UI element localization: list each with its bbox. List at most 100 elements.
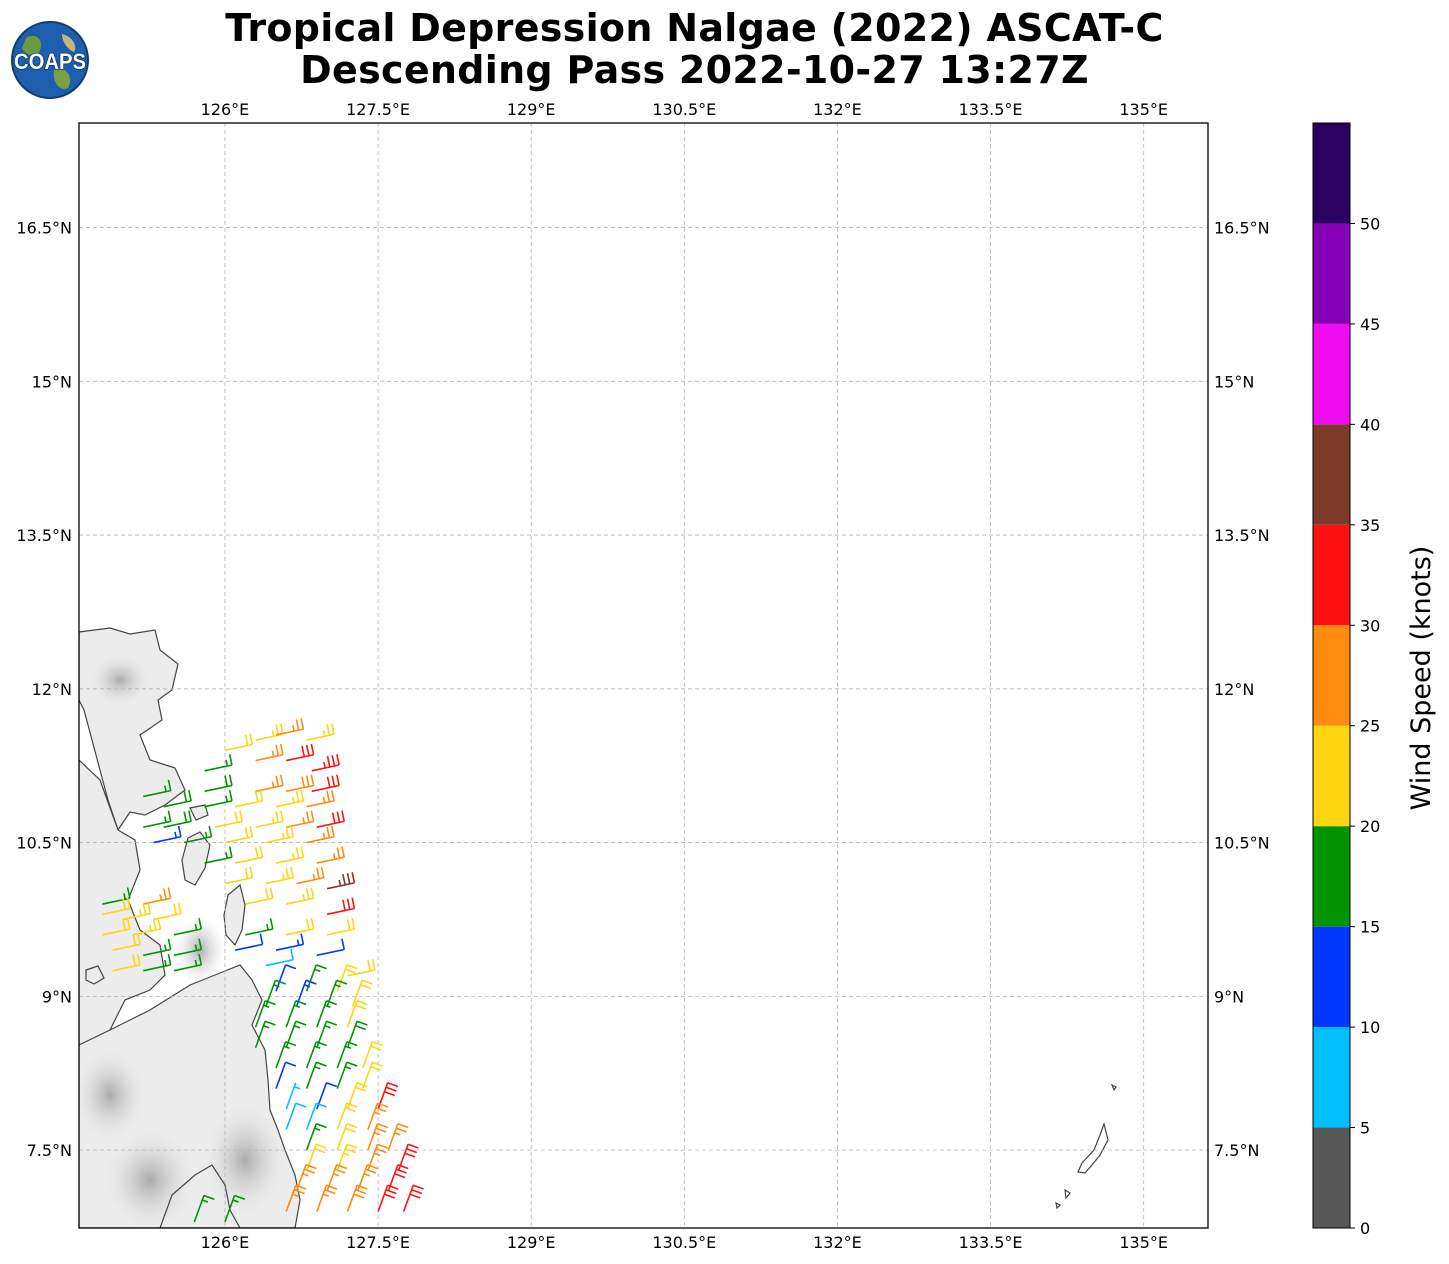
wind-barb — [265, 825, 294, 844]
wind-barb — [326, 918, 356, 936]
colorbar-tick-label: 45 — [1360, 315, 1380, 334]
coaps-logo-text: COAPS — [14, 49, 86, 74]
wind-barb — [346, 1184, 368, 1212]
wind-barb — [275, 718, 305, 736]
colorbar-bin — [1313, 1027, 1350, 1128]
wind-barb — [265, 866, 294, 885]
wind-barb — [255, 723, 284, 741]
title-line-1: Tropical Depression Nalgae (2022) ASCAT-… — [225, 6, 1164, 50]
lat-tick-label-right: 9°N — [1214, 987, 1244, 1006]
wind-barb — [275, 846, 305, 864]
wind-barb — [173, 938, 203, 957]
lat-ticks-left: 16.5°N 15°N 13.5°N 12°N 10.5°N 9°N 7.5°N — [16, 219, 72, 1161]
colorbar-tick-label: 30 — [1360, 616, 1380, 635]
wind-barb — [306, 825, 335, 844]
colorbar-bin — [1313, 424, 1350, 525]
small-island — [189, 804, 209, 821]
lat-tick-label-left: 9°N — [42, 987, 72, 1006]
wind-barb — [254, 1020, 276, 1048]
wind-barb — [214, 810, 243, 828]
colorbar: 0 5 10 15 20 25 30 35 40 45 50 — [1312, 122, 1380, 1238]
wind-barb — [102, 897, 131, 916]
colorbar-tick-label: 15 — [1360, 918, 1380, 937]
colorbar-tick-label: 25 — [1360, 717, 1380, 736]
gridlines — [79, 123, 1208, 1228]
wind-barb — [336, 1102, 358, 1130]
wind-barb — [387, 1123, 409, 1151]
lon-tick-label-top: 126°E — [201, 100, 250, 119]
wind-barb — [316, 1184, 338, 1212]
wind-barbs-layer — [102, 718, 424, 1223]
lon-tick-label-top: 130.5°E — [652, 100, 716, 119]
colorbar-bin — [1313, 524, 1350, 626]
wind-barb — [275, 1061, 297, 1089]
wind-barb — [275, 789, 305, 808]
wind-barb — [367, 1102, 389, 1130]
palau-islands — [1055, 1083, 1117, 1210]
wind-barb — [102, 887, 131, 905]
lat-tick-label-right: 10.5°N — [1214, 834, 1270, 853]
wind-barb — [377, 1184, 399, 1212]
lat-tick-label-left: 12°N — [32, 680, 72, 699]
title-line-2: Descending Pass 2022-10-27 13:27Z — [300, 48, 1089, 92]
wind-barb — [285, 1000, 307, 1028]
wind-barb — [362, 1061, 383, 1089]
lon-ticks-top: 126°E 127.5°E 129°E 130.5°E 132°E 133.5°E 135°… — [201, 100, 1168, 119]
wind-barb — [224, 866, 254, 885]
lon-tick-label-bottom: 133.5°E — [959, 1233, 1023, 1252]
coaps-logo: COAPS — [11, 21, 89, 99]
lat-tick-label-left: 7.5°N — [27, 1141, 72, 1160]
wind-barb — [132, 918, 162, 936]
lon-tick-label-top: 133.5°E — [959, 100, 1023, 119]
lon-tick-label-top: 127.5°E — [346, 100, 410, 119]
wind-barb — [254, 1000, 276, 1028]
wind-barb — [112, 933, 141, 951]
wind-barb — [143, 779, 172, 798]
wind-barb — [305, 1123, 327, 1151]
lat-tick-label-right: 15°N — [1214, 372, 1254, 391]
wind-barb — [245, 918, 274, 936]
wind-barb — [193, 1194, 215, 1223]
wind-barb — [326, 871, 356, 890]
wind-barb — [286, 743, 315, 762]
lon-tick-label-bottom: 129°E — [507, 1233, 556, 1252]
lat-tick-label-right: 7.5°N — [1214, 1141, 1259, 1160]
wind-barb — [255, 810, 284, 828]
colorbar-tick-label: 10 — [1360, 1018, 1380, 1037]
lon-tick-label-top: 129°E — [507, 100, 556, 119]
wind-barb — [377, 1082, 399, 1110]
wind-barb — [316, 1000, 338, 1028]
wind-barb — [183, 825, 213, 844]
wind-barb — [305, 1102, 327, 1130]
wind-barb — [316, 938, 346, 957]
wind-barb — [285, 1102, 307, 1130]
wind-barb — [245, 887, 274, 905]
lon-tick-label-bottom: 127.5°E — [346, 1233, 410, 1252]
bohol-island — [85, 965, 105, 985]
wind-barb — [224, 825, 254, 844]
wind-barb — [265, 948, 294, 967]
wind-barb — [336, 1123, 358, 1151]
wind-barb — [275, 1041, 297, 1069]
colorbar-tick-label: 35 — [1360, 516, 1380, 535]
lon-ticks-bottom: 126°E 127.5°E 129°E 130.5°E 132°E 133.5°E 135°… — [201, 1233, 1168, 1252]
wind-barb — [326, 897, 356, 916]
wind-barb — [235, 846, 264, 864]
wind-barb — [163, 789, 192, 808]
wind-barb — [204, 846, 233, 864]
wind-barb — [286, 887, 315, 905]
wind-barb — [163, 810, 192, 828]
wind-barb — [143, 953, 172, 972]
wind-barb — [224, 733, 254, 752]
wind-barb — [311, 754, 340, 772]
colorbar-tick-label: 0 — [1360, 1219, 1370, 1238]
lat-tick-label-left: 16.5°N — [16, 219, 72, 238]
wind-barb — [285, 1184, 307, 1212]
wind-barb — [286, 810, 315, 828]
lat-tick-label-right: 12°N — [1214, 680, 1254, 699]
lat-ticks-right: 16.5°N 15°N 13.5°N 12°N 10.5°N 9°N 7.5°N — [1214, 219, 1270, 1161]
colorbar-tick-label: 50 — [1360, 214, 1380, 233]
colorbar-bin — [1313, 123, 1350, 224]
wind-barb — [305, 1041, 327, 1069]
wind-barb — [112, 953, 141, 972]
